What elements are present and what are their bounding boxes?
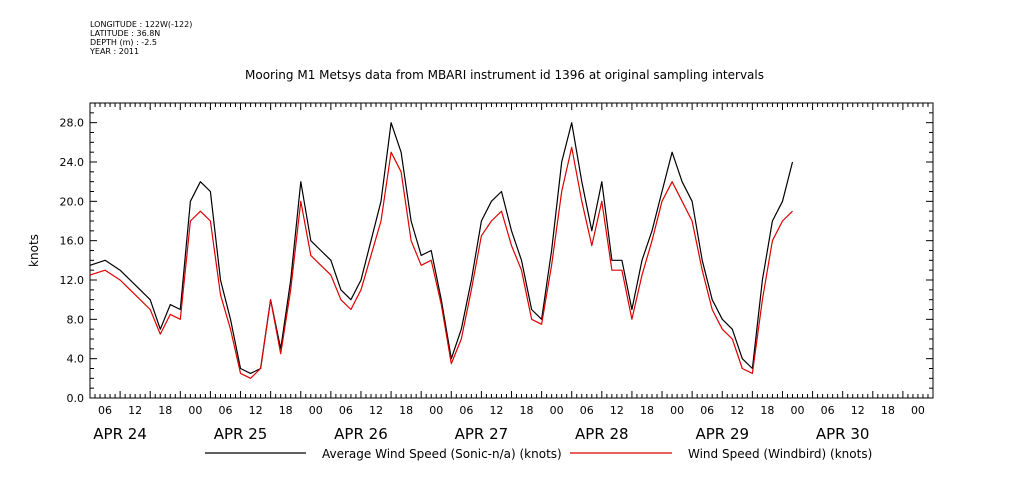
x-hour-label: 00 (911, 404, 925, 417)
x-hour-label: 18 (881, 404, 895, 417)
y-tick-label: 12.0 (60, 274, 85, 287)
y-tick-label: 0.0 (67, 392, 85, 405)
x-day-label: APR 29 (695, 425, 749, 443)
legend-label-sonic: Average Wind Speed (Sonic-n/a) (knots) (322, 447, 562, 461)
x-hour-label: 00 (791, 404, 805, 417)
x-hour-label: 12 (610, 404, 624, 417)
x-day-label: APR 24 (93, 425, 147, 443)
x-hour-label: 00 (550, 404, 564, 417)
y-tick-label: 20.0 (60, 195, 85, 208)
longitude-text: LONGITUDE : 122W(-122) (90, 20, 193, 29)
y-tick-label: 28.0 (60, 117, 85, 130)
x-hour-label: 18 (760, 404, 774, 417)
latitude-text: LATITUDE : 36.8N (90, 29, 161, 38)
metadata-block: LONGITUDE : 122W(-122) LATITUDE : 36.8N … (90, 20, 192, 56)
x-hour-label: 12 (730, 404, 744, 417)
x-hour-label: 12 (249, 404, 263, 417)
y-tick-label: 24.0 (60, 156, 85, 169)
x-hour-label: 00 (429, 404, 443, 417)
depth-text: DEPTH (m) : -2.5 (90, 38, 157, 47)
y-axis-label: knots (27, 234, 41, 267)
x-hour-label: 00 (670, 404, 684, 417)
x-hour-label: 06 (339, 404, 353, 417)
chart-title: Mooring M1 Metsys data from MBARI instru… (245, 68, 764, 82)
x-hour-label: 18 (520, 404, 534, 417)
x-hour-label: 06 (821, 404, 835, 417)
x-hour-label: 06 (580, 404, 594, 417)
x-hour-label: 06 (700, 404, 714, 417)
x-hour-label: 18 (158, 404, 172, 417)
year-text: YEAR : 2011 (90, 47, 140, 56)
x-hour-label: 00 (309, 404, 323, 417)
y-tick-label: 8.0 (67, 313, 85, 326)
x-hour-label: 18 (640, 404, 654, 417)
x-hour-label: 00 (188, 404, 202, 417)
x-day-label: APR 30 (816, 425, 870, 443)
x-hour-label: 12 (851, 404, 865, 417)
series-line-sonic (89, 122, 794, 374)
x-hour-label: 18 (279, 404, 293, 417)
x-hour-label: 12 (369, 404, 383, 417)
x-day-label: APR 26 (334, 425, 388, 443)
y-tick-label: 16.0 (60, 235, 85, 248)
x-hour-label: 06 (98, 404, 112, 417)
x-hour-label: 12 (489, 404, 503, 417)
legend-label-windbird: Wind Speed (Windbird) (knots) (688, 447, 872, 461)
y-tick-label: 4.0 (67, 353, 85, 366)
x-day-label: APR 27 (455, 425, 509, 443)
plot-frame (89, 102, 934, 399)
x-hour-label: 06 (459, 404, 473, 417)
x-day-label: APR 25 (214, 425, 268, 443)
x-day-label: APR 28 (575, 425, 629, 443)
x-hour-label: 12 (128, 404, 142, 417)
x-hour-label: 06 (218, 404, 232, 417)
x-hour-label: 18 (399, 404, 413, 417)
series-line-windbird (89, 146, 793, 379)
